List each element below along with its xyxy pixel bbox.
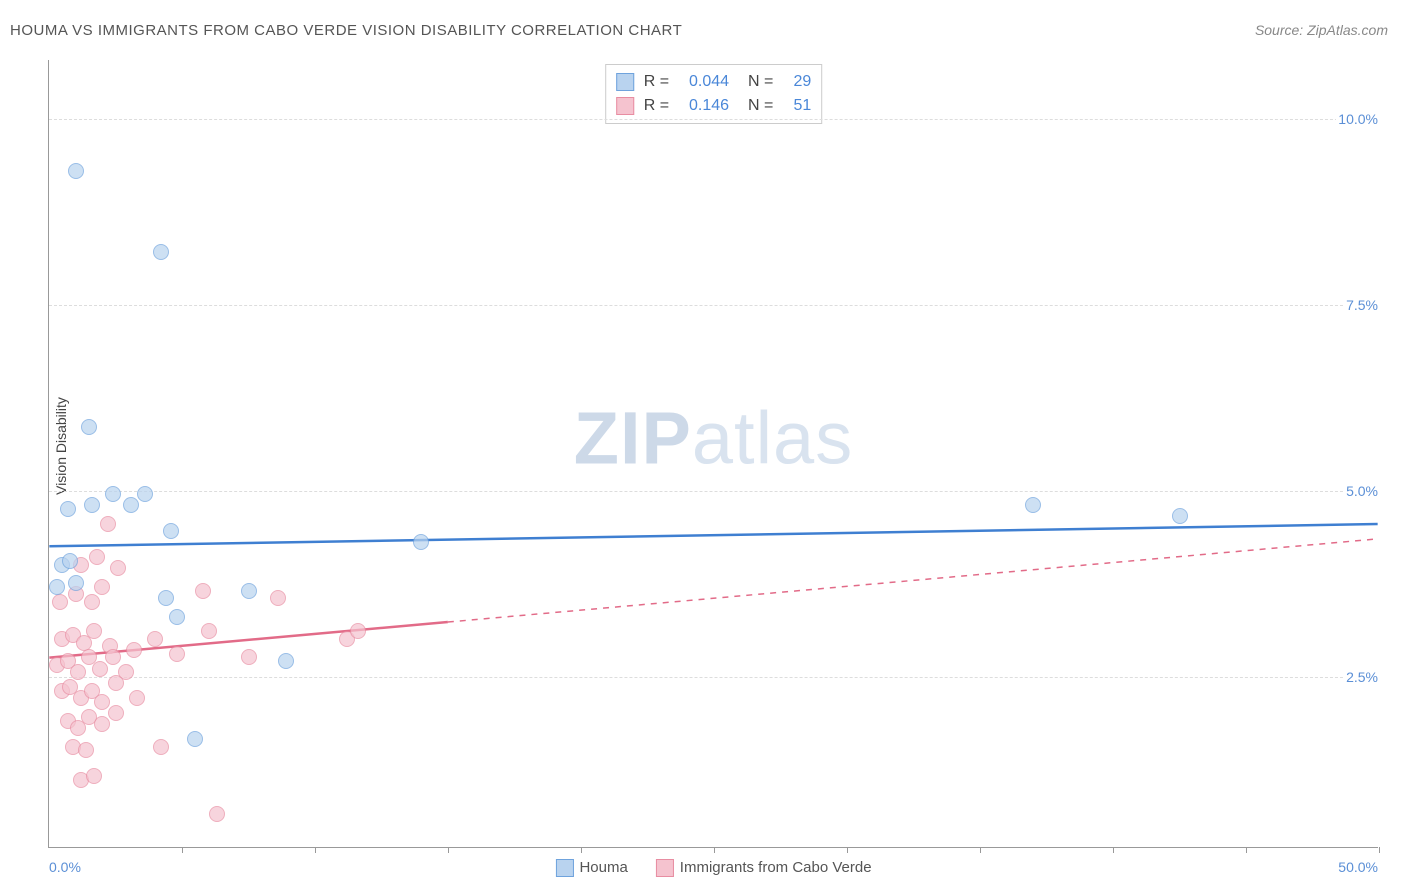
data-point xyxy=(78,742,94,758)
watermark: ZIPatlas xyxy=(574,395,853,480)
x-tick xyxy=(980,847,981,853)
data-point xyxy=(68,163,84,179)
x-tick xyxy=(1113,847,1114,853)
data-point xyxy=(62,553,78,569)
data-point xyxy=(129,690,145,706)
data-point xyxy=(187,731,203,747)
y-tick-label: 7.5% xyxy=(1344,297,1380,313)
legend-label: Houma xyxy=(579,859,627,876)
legend-swatch xyxy=(616,73,634,91)
legend-swatch xyxy=(656,859,674,877)
data-point xyxy=(153,739,169,755)
data-point xyxy=(49,579,65,595)
stats-legend: R = 0.044 N = 29 R = 0.146 N = 51 xyxy=(605,64,823,124)
stat-label-n: N = xyxy=(739,94,773,118)
data-point xyxy=(84,594,100,610)
legend-item: Immigrants from Cabo Verde xyxy=(656,859,872,877)
data-point xyxy=(94,716,110,732)
x-axis-max-label: 50.0% xyxy=(1338,859,1378,875)
legend-swatch xyxy=(555,859,573,877)
x-tick xyxy=(448,847,449,853)
stat-label-r: R = xyxy=(644,70,669,94)
data-point xyxy=(68,575,84,591)
data-point xyxy=(70,664,86,680)
legend-label: Immigrants from Cabo Verde xyxy=(680,859,872,876)
data-point xyxy=(86,623,102,639)
legend-swatch xyxy=(616,97,634,115)
stat-label-r: R = xyxy=(644,94,669,118)
data-point xyxy=(89,549,105,565)
chart-title: HOUMA VS IMMIGRANTS FROM CABO VERDE VISI… xyxy=(10,22,682,39)
data-point xyxy=(195,583,211,599)
data-point xyxy=(201,623,217,639)
x-tick xyxy=(315,847,316,853)
data-point xyxy=(94,579,110,595)
y-tick-label: 5.0% xyxy=(1344,483,1380,499)
data-point xyxy=(86,768,102,784)
trend-line-extrapolated xyxy=(448,539,1378,622)
data-point xyxy=(84,497,100,513)
plot-area: ZIPatlas R =0.044 N =29R =0.146 N =51 Ho… xyxy=(48,60,1378,848)
stat-value-n: 29 xyxy=(783,70,811,94)
trend-line xyxy=(49,524,1377,546)
data-point xyxy=(209,806,225,822)
data-point xyxy=(169,609,185,625)
data-point xyxy=(100,516,116,532)
data-point xyxy=(123,497,139,513)
chart-container: HOUMA VS IMMIGRANTS FROM CABO VERDE VISI… xyxy=(0,0,1406,892)
data-point xyxy=(92,661,108,677)
data-point xyxy=(278,653,294,669)
gridline xyxy=(49,119,1378,120)
series-legend: Houma Immigrants from Cabo Verde xyxy=(555,859,871,877)
stat-value-n: 51 xyxy=(783,94,811,118)
gridline xyxy=(49,677,1378,678)
y-tick-label: 2.5% xyxy=(1344,669,1380,685)
gridline xyxy=(49,305,1378,306)
data-point xyxy=(241,649,257,665)
stat-label-n: N = xyxy=(739,70,773,94)
data-point xyxy=(147,631,163,647)
data-point xyxy=(94,694,110,710)
stat-value-r: 0.044 xyxy=(679,70,729,94)
data-point xyxy=(158,590,174,606)
gridline xyxy=(49,491,1378,492)
legend-item: Houma xyxy=(555,859,627,877)
stats-legend-row: R = 0.044 N = 29 xyxy=(616,70,812,94)
data-point xyxy=(108,705,124,721)
data-point xyxy=(105,649,121,665)
data-point xyxy=(110,560,126,576)
data-point xyxy=(81,419,97,435)
data-point xyxy=(52,594,68,610)
data-point xyxy=(126,642,142,658)
data-point xyxy=(153,244,169,260)
data-point xyxy=(105,486,121,502)
x-tick xyxy=(182,847,183,853)
data-point xyxy=(413,534,429,550)
data-point xyxy=(350,623,366,639)
data-point xyxy=(241,583,257,599)
data-point xyxy=(270,590,286,606)
x-tick xyxy=(581,847,582,853)
y-tick-label: 10.0% xyxy=(1336,111,1380,127)
data-point xyxy=(1172,508,1188,524)
x-axis-min-label: 0.0% xyxy=(49,859,81,875)
stat-value-r: 0.146 xyxy=(679,94,729,118)
x-tick xyxy=(1379,847,1380,853)
data-point xyxy=(60,501,76,517)
x-tick xyxy=(714,847,715,853)
data-point xyxy=(108,675,124,691)
data-point xyxy=(163,523,179,539)
x-tick xyxy=(847,847,848,853)
stats-legend-row: R = 0.146 N = 51 xyxy=(616,94,812,118)
x-tick xyxy=(1246,847,1247,853)
data-point xyxy=(137,486,153,502)
data-point xyxy=(1025,497,1041,513)
source-attribution: Source: ZipAtlas.com xyxy=(1255,22,1388,38)
data-point xyxy=(169,646,185,662)
trend-lines-layer xyxy=(49,60,1378,847)
